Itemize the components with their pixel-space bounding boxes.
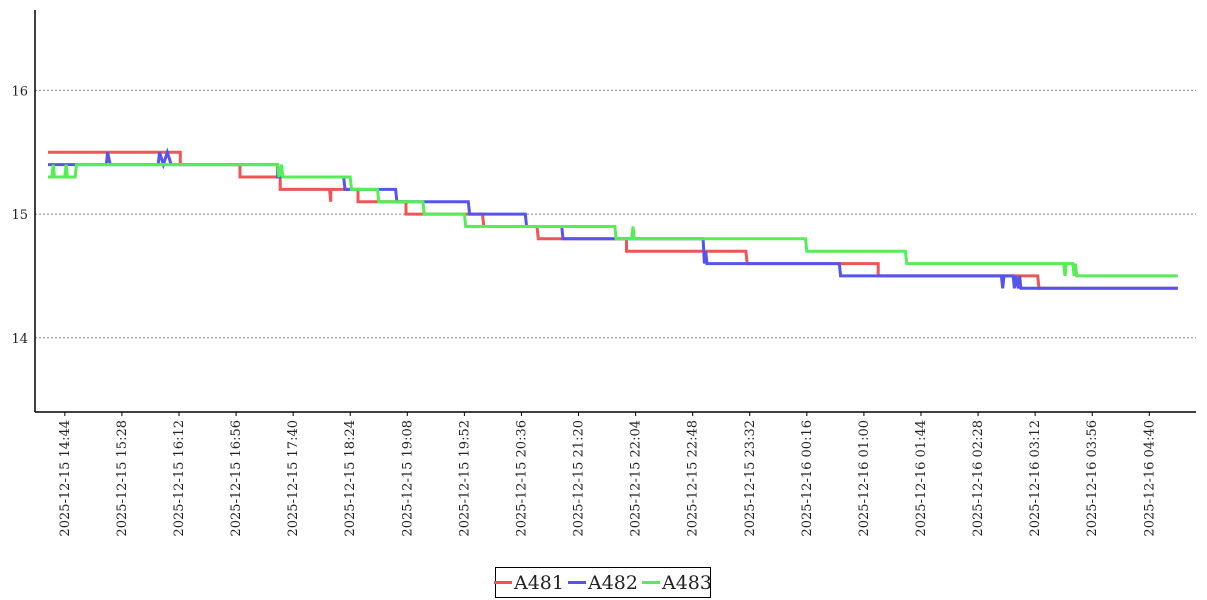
x-tick-label: 2025-12-16 01:44: [914, 420, 929, 537]
x-tick-label: 2025-12-15 23:32: [743, 420, 758, 537]
x-tick-label: 2025-12-15 22:48: [686, 420, 701, 537]
legend-label-a483: A483: [662, 571, 712, 594]
x-tick-label: 2025-12-16 03:56: [1085, 420, 1100, 537]
x-tick-label: 2025-12-16 01:00: [857, 420, 872, 537]
x-tick-label: 2025-12-15 14:44: [58, 420, 73, 537]
legend-swatch-a482: [568, 581, 586, 584]
x-tick-label: 2025-12-16 00:16: [800, 420, 815, 537]
x-tick-label: 2025-12-15 15:28: [115, 420, 130, 537]
x-tick-label: 2025-12-15 22:04: [629, 420, 644, 537]
grid: [35, 89, 1196, 339]
legend-label-a482: A482: [588, 571, 638, 594]
y-tick-label: 14: [11, 332, 28, 347]
x-tick-label: 2025-12-15 21:20: [572, 420, 587, 537]
y-tick-labels: 14 15 16: [11, 84, 28, 346]
legend-item-a482: A482: [568, 572, 638, 594]
x-tick-label: 2025-12-15 16:56: [229, 420, 244, 537]
x-tick-label: 2025-12-16 04:40: [1142, 420, 1157, 537]
series-line-a482: [48, 147, 1178, 290]
legend-item-a481: A481: [494, 572, 564, 594]
y-tick-label: 16: [11, 84, 28, 99]
legend-label-a481: A481: [514, 571, 564, 594]
axes: [34, 10, 1196, 413]
series-layer: [48, 147, 1178, 290]
series-line-a483: [48, 163, 1178, 278]
x-tick-label: 2025-12-15 18:24: [343, 420, 358, 537]
x-tick-label: 2025-12-15 20:36: [514, 420, 529, 537]
x-tick-label: 2025-12-15 19:52: [457, 420, 472, 537]
legend: A481 A482 A483: [494, 567, 712, 598]
x-tick-labels: 2025-12-15 14:44 2025-12-15 15:28 2025-12-…: [58, 412, 1157, 537]
x-tick-label: 2025-12-15 19:08: [400, 420, 415, 537]
series-line-a481: [48, 150, 1178, 290]
x-tick-label: 2025-12-16 02:28: [971, 420, 986, 537]
x-tick-label: 2025-12-15 17:40: [286, 420, 301, 537]
x-tick-label: 2025-12-16 03:12: [1028, 420, 1043, 537]
legend-swatch-a483: [642, 581, 660, 584]
y-tick-label: 15: [11, 208, 28, 223]
x-tick-label: 2025-12-15 16:12: [172, 420, 187, 537]
legend-item-a483: A483: [642, 572, 712, 594]
legend-swatch-a481: [494, 581, 512, 584]
